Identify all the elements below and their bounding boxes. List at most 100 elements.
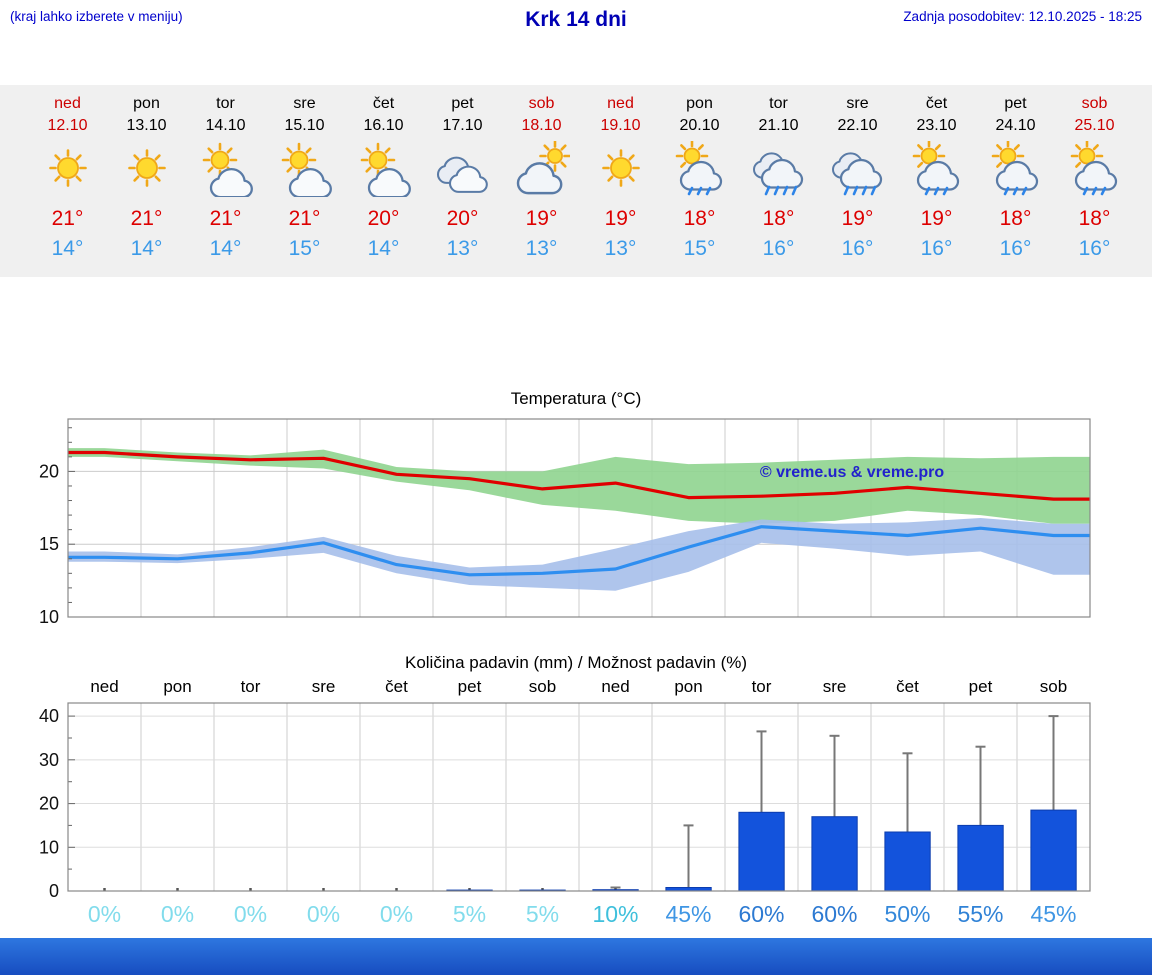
temperature-chart-title: Temperatura (°C): [510, 389, 642, 408]
day-date: 23.10: [916, 117, 957, 134]
sun-glyph: [281, 142, 316, 178]
day-max-temp: 20°: [367, 207, 400, 230]
day-name: ned: [54, 95, 81, 112]
precip-probability-row: 0% 0% 0% 0% 0% 5% 5% 10% 45% 60% 60% 50% 55% 45%: [0, 897, 1152, 933]
day-date: 13.10: [126, 117, 167, 134]
cloud-glyph: [288, 167, 332, 197]
day-min-temp: 15°: [288, 237, 321, 260]
day-name: ned: [607, 95, 634, 112]
precip-y-label: 40: [39, 706, 59, 726]
day-min-temp: 16°: [762, 237, 795, 260]
precip-probability: 5%: [452, 901, 487, 927]
day-min-temp: 13°: [604, 237, 637, 260]
day-min-temp: 14°: [367, 237, 400, 260]
day-name: pon: [686, 95, 713, 112]
weather-icon-sun-rain: [976, 141, 1055, 199]
rain-drops-glyph: [1082, 186, 1106, 196]
precip-day-label: tor: [241, 677, 261, 696]
precip-day-label: pet: [458, 677, 482, 696]
precip-probability: 45%: [665, 901, 712, 927]
precip-probability: 0%: [87, 901, 122, 927]
max-temp-line: [68, 450, 1090, 501]
day-max-temp: 19°: [604, 207, 637, 230]
forecast-day: ned 19.10 19° 13°: [581, 95, 660, 265]
sun-glyph: [601, 149, 640, 187]
day-max-temp: 21°: [288, 207, 321, 230]
day-name: čet: [925, 95, 948, 112]
weather-icon-sun: [28, 141, 107, 199]
forecast-day: pon 20.10 18° 15°: [660, 95, 739, 265]
forecast-day: pet 17.10 20° 13°: [423, 95, 502, 265]
sun-glyph: [360, 142, 395, 178]
forecast-day: sob 18.10 19° 13°: [502, 95, 581, 265]
day-name: pet: [451, 95, 474, 112]
rain-drops-glyph: [843, 185, 876, 196]
day-name: pet: [1004, 95, 1027, 112]
precip-probability: 0%: [160, 901, 195, 927]
cloud-glyph: [1074, 160, 1117, 191]
day-name: tor: [769, 95, 788, 112]
precip-probability: 55%: [957, 901, 1004, 927]
precip-bar: [884, 831, 931, 892]
day-min-temp: 13°: [525, 237, 558, 260]
weather-icon-rain: [818, 141, 897, 199]
temp-y-label: 10: [39, 607, 59, 627]
day-max-temp: 18°: [762, 207, 795, 230]
page-header: (kraj lahko izberete v meniju) Krk 14 dn…: [0, 0, 1152, 45]
precip-day-label: tor: [752, 677, 772, 696]
temperature-chart: 10 15 20 © vreme.us & vreme.pro: [0, 413, 1152, 627]
cloud-glyph: [995, 160, 1038, 191]
precip-day-label: sob: [529, 677, 556, 696]
precip-y-label: 0: [49, 881, 59, 897]
forecast-day: ned 12.10 21° 14°: [28, 95, 107, 265]
day-max-temp: 19°: [920, 207, 953, 230]
precip-chart-title: Količina padavin (mm) / Možnost padavin …: [404, 653, 748, 672]
forecast-day: pet 24.10 18° 16°: [976, 95, 1055, 265]
day-min-temp: 15°: [683, 237, 716, 260]
weather-icon-sun: [581, 141, 660, 199]
day-name: sre: [293, 95, 316, 112]
cloud-glyph: [448, 165, 488, 193]
precip-y-label: 10: [39, 837, 59, 857]
forecast-strip: ned 12.10 21° 14° pon 13.10 21° 14° tor 14.10 21° 1…: [0, 85, 1152, 277]
day-name: sob: [528, 95, 555, 112]
day-date: 18.10: [521, 117, 562, 134]
precip-y-label: 20: [39, 794, 59, 814]
precip-probability: 10%: [592, 901, 639, 927]
day-max-temp: 21°: [209, 207, 242, 230]
day-min-temp: 16°: [999, 237, 1032, 260]
precip-day-label: pet: [969, 677, 993, 696]
min-temp-range-band: [68, 518, 1090, 591]
day-max-temp: 21°: [51, 207, 84, 230]
precip-probability: 5%: [525, 901, 560, 927]
day-name: sre: [846, 95, 869, 112]
day-date: 21.10: [758, 117, 799, 134]
day-name: tor: [216, 95, 235, 112]
sun-glyph: [127, 149, 166, 187]
day-max-temp: 18°: [999, 207, 1032, 230]
weather-icon-sun-rain: [1055, 141, 1134, 199]
cloud-glyph: [367, 167, 411, 197]
precip-probability: 60%: [738, 901, 785, 927]
precip-chart-svg: ned pon tor sre čet pet sob ned pon tor sre čet pet s…: [39, 677, 1091, 897]
forecast-day: tor 21.10 18° 16°: [739, 95, 818, 265]
weather-icon-sun: [107, 141, 186, 199]
cloud-glyph: [916, 160, 959, 191]
precip-probability: 0%: [306, 901, 341, 927]
precip-probability: 50%: [884, 901, 931, 927]
weather-icon-cloud-sun: [502, 141, 581, 199]
precip-bar: [957, 824, 1004, 892]
day-date: 20.10: [679, 117, 720, 134]
day-date: 22.10: [837, 117, 878, 134]
forecast-day: sre 15.10 21° 15°: [265, 95, 344, 265]
day-max-temp: 20°: [446, 207, 479, 230]
day-date: 25.10: [1074, 117, 1115, 134]
sun-glyph: [48, 149, 87, 187]
day-date: 15.10: [284, 117, 325, 134]
weather-icon-sun-cloud: [344, 141, 423, 199]
day-min-temp: 13°: [446, 237, 479, 260]
precip-probability: 0%: [233, 901, 268, 927]
precip-bar: [811, 816, 858, 892]
temp-y-label: 15: [39, 534, 59, 554]
day-date: 24.10: [995, 117, 1036, 134]
